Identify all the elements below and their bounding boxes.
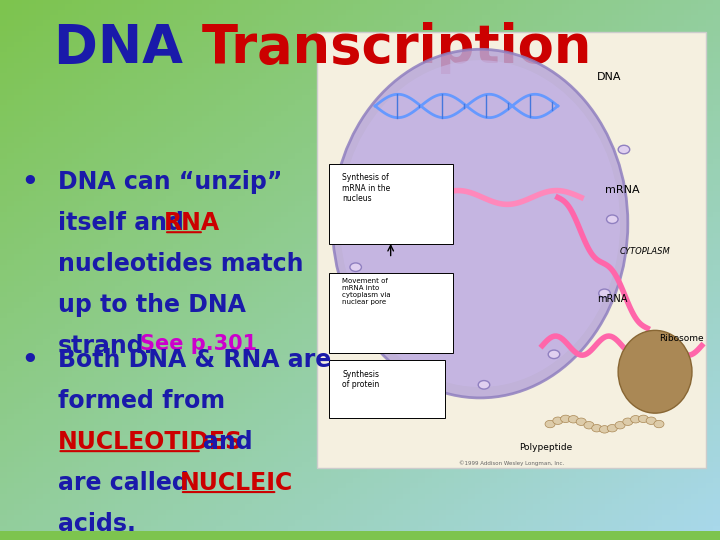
Circle shape <box>623 418 633 426</box>
Text: DNA: DNA <box>597 72 621 82</box>
Text: •: • <box>22 170 38 196</box>
Circle shape <box>548 350 559 359</box>
Text: Synthesis
of protein: Synthesis of protein <box>342 369 379 389</box>
Circle shape <box>553 417 563 424</box>
Text: •: • <box>22 348 38 374</box>
Text: NUCLEOTIDES: NUCLEOTIDES <box>58 430 243 454</box>
Text: Both DNA & RNA are: Both DNA & RNA are <box>58 348 331 372</box>
Text: CYTOPLASM: CYTOPLASM <box>620 247 671 256</box>
Text: NUCLEIC: NUCLEIC <box>180 471 293 495</box>
Text: See p.301: See p.301 <box>140 334 258 354</box>
Circle shape <box>584 422 594 429</box>
Text: up to the DNA: up to the DNA <box>58 293 246 317</box>
FancyBboxPatch shape <box>317 32 706 468</box>
Circle shape <box>592 424 602 432</box>
Text: acids.: acids. <box>58 512 135 536</box>
FancyBboxPatch shape <box>329 273 453 353</box>
Text: Synthesis of
mRNA in the
nucleus: Synthesis of mRNA in the nucleus <box>342 173 390 203</box>
Text: ©1999 Addison Wesley Longman, Inc.: ©1999 Addison Wesley Longman, Inc. <box>459 461 564 467</box>
Text: Transcription: Transcription <box>202 22 592 74</box>
Circle shape <box>600 426 610 433</box>
Ellipse shape <box>340 60 620 387</box>
Text: are called: are called <box>58 471 205 495</box>
Text: mRNA: mRNA <box>597 294 627 304</box>
Circle shape <box>615 422 625 429</box>
Text: nucleotides match: nucleotides match <box>58 252 303 276</box>
Circle shape <box>599 289 611 298</box>
Circle shape <box>646 417 656 424</box>
Circle shape <box>631 416 641 423</box>
Circle shape <box>618 145 630 154</box>
Text: formed from: formed from <box>58 389 225 413</box>
Text: Ribosome: Ribosome <box>659 334 703 343</box>
Circle shape <box>654 420 664 428</box>
Ellipse shape <box>618 330 692 413</box>
Ellipse shape <box>333 49 628 398</box>
Text: NUCLEUS: NUCLEUS <box>348 281 399 291</box>
Text: mRNA: mRNA <box>605 185 639 195</box>
Circle shape <box>568 416 578 423</box>
Text: Movement of
mRNA into
cytoplasm via
nuclear pore: Movement of mRNA into cytoplasm via nucl… <box>342 278 391 305</box>
Circle shape <box>405 337 416 346</box>
Text: Polypeptide: Polypeptide <box>519 443 572 452</box>
Circle shape <box>576 418 586 426</box>
Text: DNA: DNA <box>54 22 202 74</box>
Circle shape <box>350 263 361 272</box>
Circle shape <box>606 215 618 224</box>
Circle shape <box>561 415 571 423</box>
Text: RNA: RNA <box>164 211 220 235</box>
Text: and: and <box>203 430 253 454</box>
Circle shape <box>639 415 649 423</box>
Text: strand.: strand. <box>58 334 153 357</box>
FancyBboxPatch shape <box>329 164 453 244</box>
Text: itself and: itself and <box>58 211 192 235</box>
FancyBboxPatch shape <box>329 360 445 418</box>
Circle shape <box>545 420 555 428</box>
Circle shape <box>607 424 617 432</box>
Text: DNA can “unzip”: DNA can “unzip” <box>58 170 282 194</box>
Circle shape <box>478 381 490 389</box>
